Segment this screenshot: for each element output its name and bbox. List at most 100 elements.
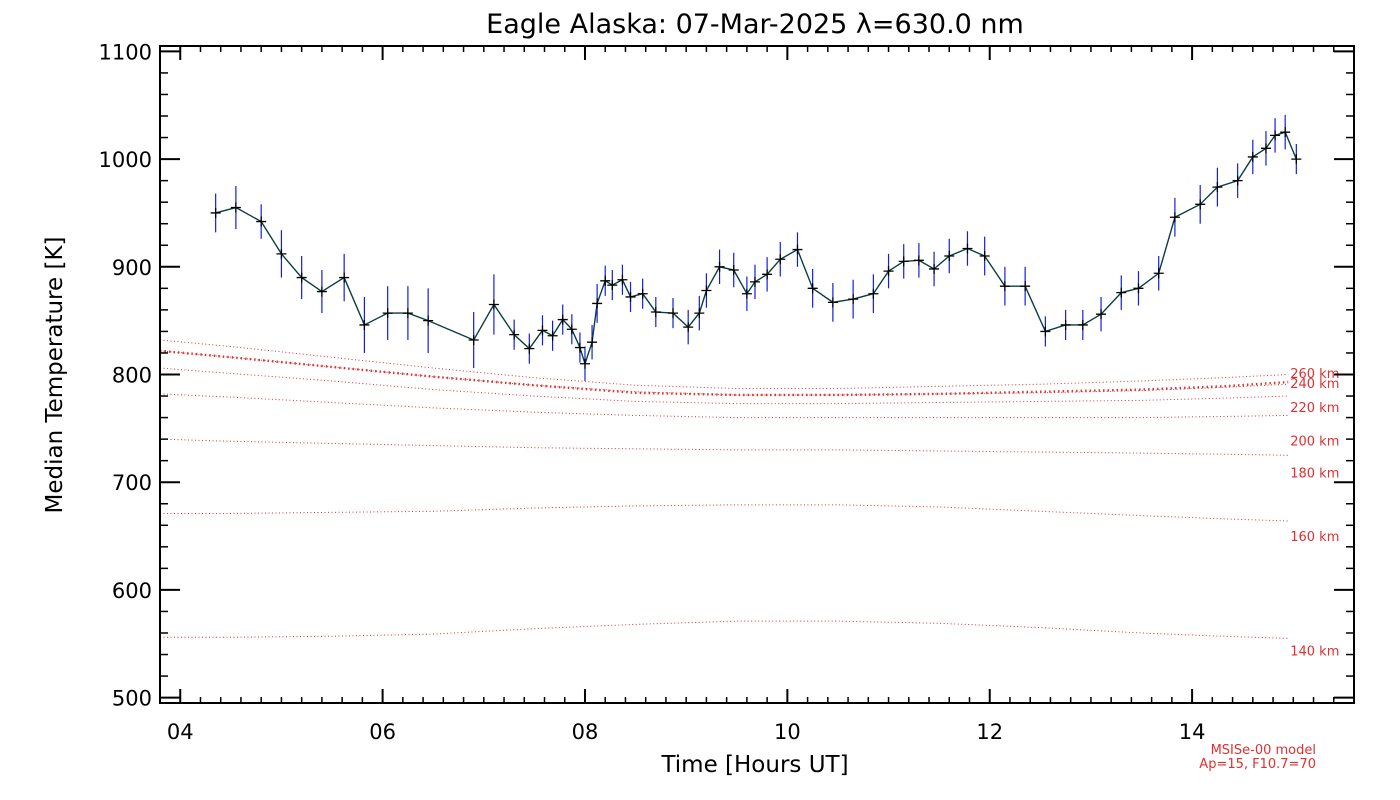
data-point <box>1232 175 1243 186</box>
data-point <box>1260 143 1271 154</box>
data-point <box>650 307 661 318</box>
model-curve <box>160 620 1289 639</box>
data-point <box>898 256 909 267</box>
data-point <box>1096 309 1107 320</box>
altitude-label: 200 km <box>1290 434 1339 449</box>
model-curve <box>159 367 1289 405</box>
y-tick-label: 600 <box>112 579 152 603</box>
data-point <box>827 297 838 308</box>
altitude-label: 240 km <box>1290 377 1339 392</box>
data-point <box>402 308 413 319</box>
altitude-label: 260 km <box>1290 367 1339 382</box>
data-point <box>1040 326 1051 337</box>
series-line <box>215 131 1297 367</box>
data-point <box>668 308 679 319</box>
data-point <box>339 272 350 283</box>
data-point <box>600 275 611 286</box>
x-tick-label: 08 <box>572 720 599 744</box>
data-point <box>210 207 221 218</box>
data-point <box>913 255 924 266</box>
x-tick-label: 04 <box>167 720 194 744</box>
altitude-label: 160 km <box>1290 530 1339 545</box>
data-point <box>637 288 648 299</box>
data-point <box>701 285 712 296</box>
data-point <box>468 335 479 346</box>
data-point <box>230 202 241 213</box>
y-tick-label: 900 <box>112 256 152 280</box>
data-point <box>1153 268 1164 279</box>
data-point <box>423 315 434 326</box>
data-point <box>1247 151 1258 162</box>
data-point <box>566 324 577 335</box>
y-axis-label: Median Temperature [K] <box>42 237 68 514</box>
plot-frame <box>159 45 1355 704</box>
data-point <box>868 288 879 299</box>
x-tick-label: 06 <box>369 720 396 744</box>
data-point <box>1195 199 1206 210</box>
x-tick-label: 14 <box>1179 720 1206 744</box>
data-point <box>256 216 267 227</box>
data-point <box>683 322 694 333</box>
data-point <box>749 276 760 287</box>
y-tick-label: 800 <box>112 364 152 388</box>
data-point <box>1212 182 1223 193</box>
model-curve <box>159 350 1289 396</box>
data-point <box>488 299 499 310</box>
x-tick-label: 10 <box>774 720 801 744</box>
altitude-label: 140 km <box>1290 644 1339 659</box>
data-point <box>741 288 752 299</box>
data-point <box>1270 130 1281 141</box>
data-point <box>1060 319 1071 330</box>
data-point <box>999 281 1010 292</box>
data-point <box>979 251 990 262</box>
y-tick-label: 700 <box>112 471 152 495</box>
data-point <box>359 319 370 330</box>
data-point <box>537 325 548 336</box>
model-params-label: Ap=15, F10.7=70 <box>1199 757 1316 772</box>
model-curve <box>159 349 1289 397</box>
data-point <box>944 251 955 262</box>
data-point <box>1169 212 1180 223</box>
data-point <box>1291 154 1302 165</box>
data-point <box>694 308 705 319</box>
data-point <box>792 244 803 255</box>
data-point <box>316 286 327 297</box>
data-point <box>592 298 603 309</box>
data-point <box>557 314 568 325</box>
data-point <box>1020 281 1031 292</box>
altitude-label: 180 km <box>1290 466 1339 481</box>
model-curves: 140 km 160 km 180 km 200 km 220 km 240 km260 … <box>159 339 1339 659</box>
data-point <box>848 294 859 305</box>
x-axis-label: Time [Hours UT] <box>660 752 848 778</box>
data-point <box>276 248 287 259</box>
data-point <box>1280 127 1291 138</box>
data-point <box>1133 283 1144 294</box>
data-point <box>296 272 307 283</box>
data-point <box>775 254 786 265</box>
model-curve <box>159 339 1289 390</box>
data-series <box>210 114 1302 381</box>
data-point <box>607 280 618 291</box>
model-curve <box>160 504 1289 522</box>
data-point <box>762 269 773 280</box>
data-point <box>1077 319 1088 330</box>
model-curve <box>159 393 1289 419</box>
data-point <box>1116 287 1127 298</box>
y-tick-label: 500 <box>112 687 152 711</box>
data-point <box>509 329 520 340</box>
model-curve <box>159 438 1289 456</box>
data-point <box>807 283 818 294</box>
data-point <box>728 265 739 276</box>
chart-title: Eagle Alaska: 07-Mar-2025 λ=630.0 nm <box>486 9 1024 40</box>
data-point <box>617 274 628 285</box>
data-point <box>883 266 894 277</box>
model-name-label: MSISe-00 model <box>1211 743 1316 758</box>
data-point <box>574 342 585 353</box>
data-point <box>547 330 558 341</box>
data-point <box>382 308 393 319</box>
data-point <box>579 358 590 369</box>
axes: 04 06 08 10 12 14 500 600 700 800 900 1000 1100 <box>99 40 1354 744</box>
data-point <box>625 291 636 302</box>
y-tick-label: 1100 <box>99 40 152 64</box>
altitude-label: 220 km <box>1290 401 1339 416</box>
